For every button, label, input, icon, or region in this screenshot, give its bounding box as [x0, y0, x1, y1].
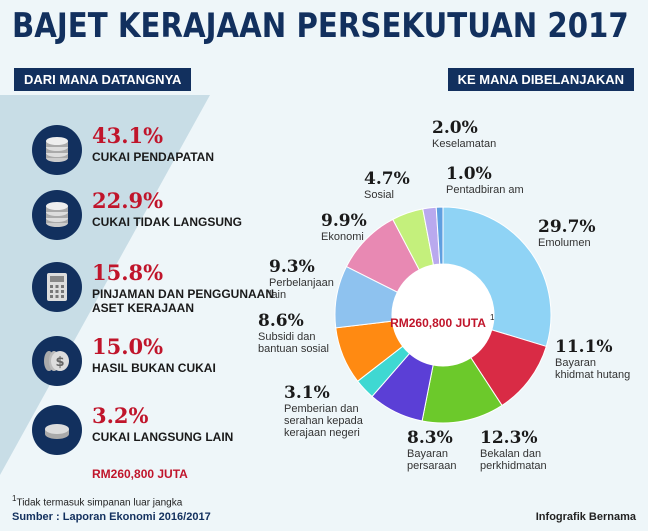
spending-header: KE MANA DIBELANJAKAN — [447, 68, 634, 91]
slice-percentage-label: 3.1% — [284, 383, 330, 403]
page-title: BAJET KERAJAAN PERSEKUTUAN 2017 — [12, 6, 629, 46]
source-note: Sumber : Laporan Ekonomi 2016/2017 — [12, 511, 211, 523]
slice-percentage-label: 12.3% — [480, 428, 538, 448]
revenue-percentage: 22.9% — [92, 188, 164, 213]
svg-text:$: $ — [55, 355, 64, 370]
footnote: 1Tidak termasuk simpanan luar jangka — [12, 494, 182, 508]
slice-category-label: Keselamatan — [432, 138, 496, 150]
footnote-text: Tidak termasuk simpanan luar jangka — [16, 497, 183, 509]
slice-category-label: serahan kepada — [284, 415, 364, 427]
revenue-label-line: ASET KERAJAAN — [92, 301, 195, 315]
slice-category-label: Sosial — [364, 189, 394, 201]
slice-percentage-label: 29.7% — [538, 217, 596, 237]
slice-percentage-label: 8.3% — [407, 428, 453, 448]
slice-category-label: persaraan — [407, 460, 457, 472]
slice-percentage-label: 8.6% — [258, 311, 304, 331]
slice-category-label: Pentadbiran am — [446, 184, 524, 196]
donut-center-label: RM260,800 JUTA — [390, 316, 486, 330]
donut-center-footnote-mark: 1 — [490, 313, 495, 322]
revenue-label: CUKAI LANGSUNG LAIN — [92, 430, 234, 444]
slice-category-label: bantuan sosial — [258, 343, 329, 355]
revenue-percentage: 3.2% — [92, 403, 149, 428]
donut-center — [392, 264, 494, 366]
revenue-label: CUKAI PENDAPATAN — [92, 150, 214, 164]
slice-category-label: perkhidmatan — [480, 460, 547, 472]
revenue-label-line: PINJAMAN DAN PENGGUNAAN — [92, 287, 275, 301]
slice-category-label: Bayaran — [555, 357, 596, 369]
slice-category-label: Bekalan dan — [480, 448, 541, 460]
slice-category-label: kerajaan negeri — [284, 427, 360, 439]
slice-percentage-label: 1.0% — [446, 164, 492, 184]
slice-category-label: Bayaran — [407, 448, 448, 460]
slice-category-label: khidmat hutang — [555, 369, 630, 381]
footnote-mark: 1 — [12, 494, 17, 503]
credit: Infografik Bernama — [535, 511, 636, 523]
slice-category-label: Ekonomi — [321, 231, 364, 243]
slice-percentage-label: 4.7% — [364, 169, 410, 189]
coins-icon — [32, 125, 82, 175]
slice-category-label: Perbelanjaan — [269, 277, 334, 289]
slice-category-label: Pemberian dan — [284, 403, 359, 415]
calculator-icon — [32, 262, 82, 312]
revenue-percentage: 43.1% — [92, 123, 164, 148]
revenue-percentage: 15.8% — [92, 260, 164, 285]
slice-percentage-label: 2.0% — [432, 118, 478, 138]
revenue-header: DARI MANA DATANGNYA — [14, 68, 192, 91]
revenue-label: HASIL BUKAN CUKAI — [92, 361, 216, 375]
dollar-coins-icon: $ — [32, 336, 82, 386]
slice-percentage-label: 11.1% — [555, 337, 613, 357]
slice-percentage-label: 9.3% — [269, 257, 315, 277]
revenue-total: RM260,800 JUTA — [92, 467, 188, 481]
coins-icon — [32, 190, 82, 240]
slice-category-label: Subsidi dan — [258, 331, 316, 343]
revenue-label: PINJAMAN DAN PENGGUNAAN ASET KERAJAAN — [92, 287, 274, 315]
slice-category-label: Emolumen — [538, 237, 591, 249]
slice-percentage-label: 9.9% — [321, 211, 367, 231]
revenue-label: CUKAI TIDAK LANGSUNG — [92, 215, 242, 229]
coin-icon — [32, 405, 82, 455]
revenue-percentage: 15.0% — [92, 334, 164, 359]
slice-category-label: lain — [269, 289, 286, 301]
